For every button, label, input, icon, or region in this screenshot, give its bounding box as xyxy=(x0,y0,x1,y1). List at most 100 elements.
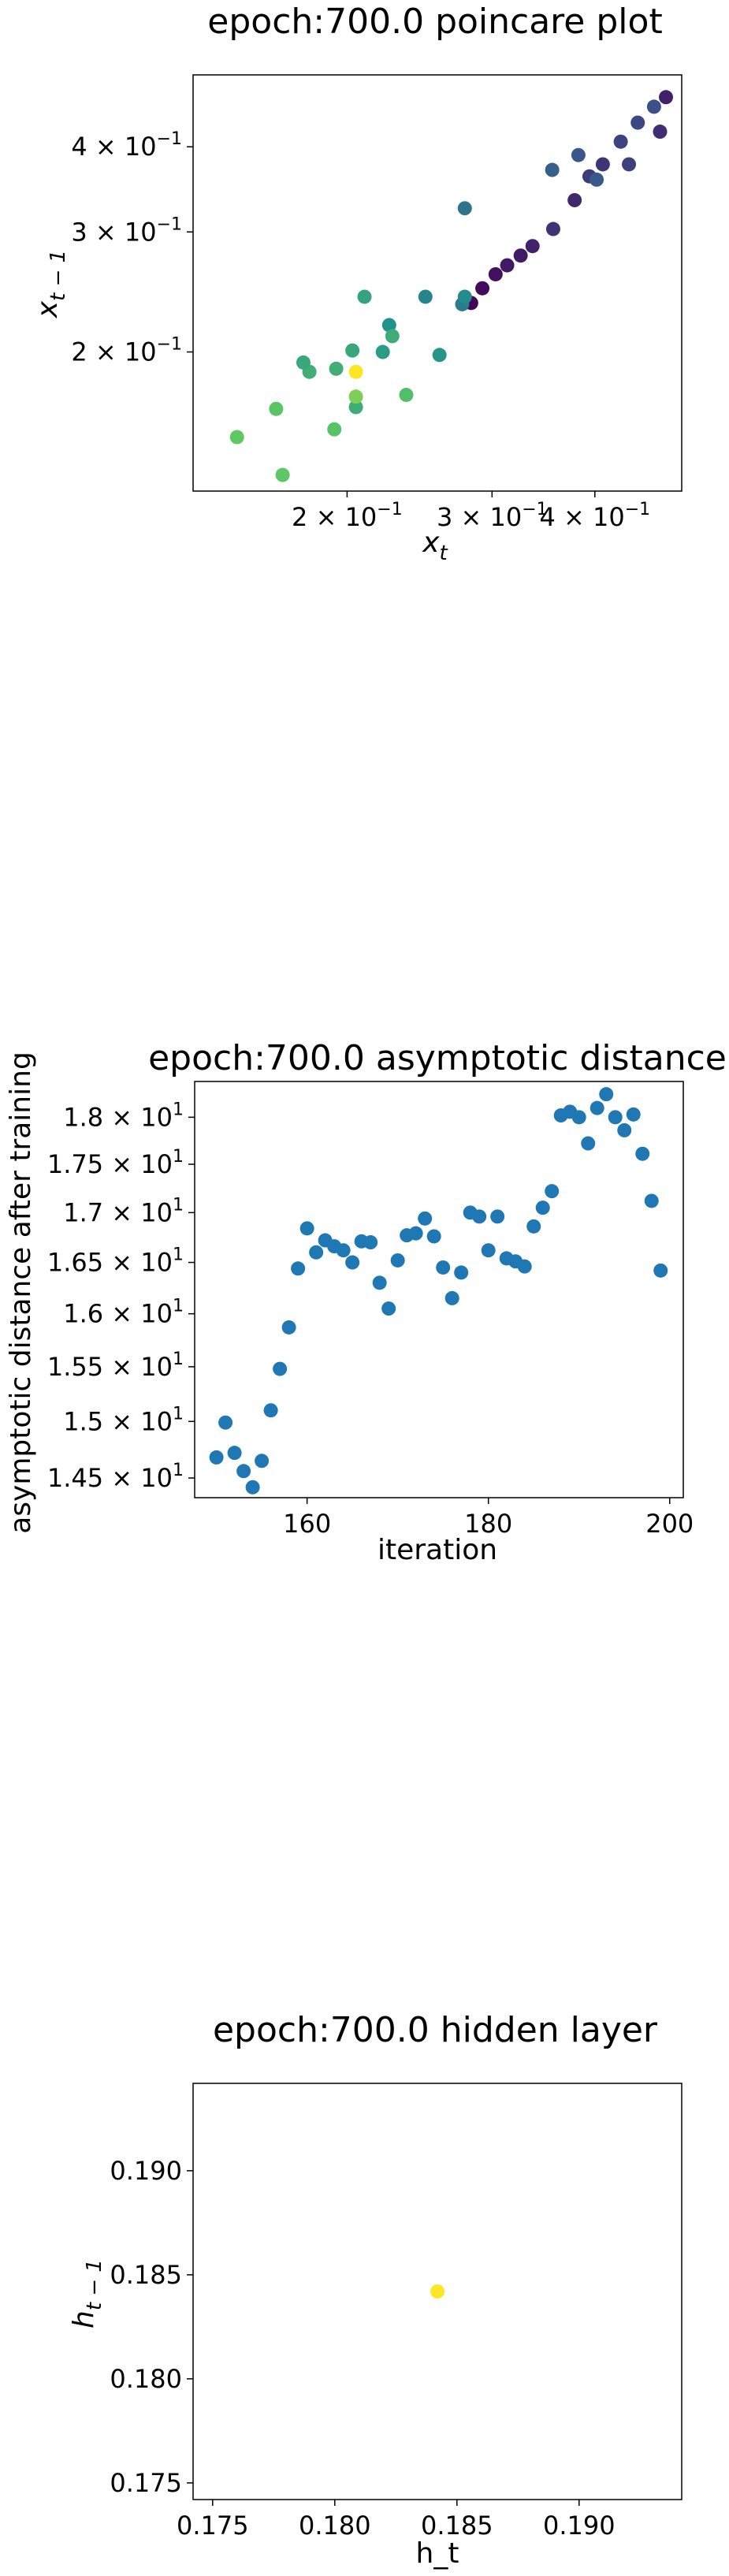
data-point xyxy=(630,115,645,130)
x-tick-label: 2 × 10−1 xyxy=(292,500,403,532)
data-point xyxy=(526,1219,541,1234)
y-tick-label: 1.7 × 101 xyxy=(63,1195,184,1227)
data-point xyxy=(644,1193,659,1208)
x-tick-label: 160 xyxy=(283,1509,331,1539)
y-axis-label: asymptotic distance after training xyxy=(5,1052,37,1534)
data-point xyxy=(385,329,400,344)
y-tick-label: 0.175 xyxy=(110,2468,182,2498)
data-point xyxy=(275,467,290,482)
axes-frame xyxy=(192,74,683,492)
y-tick-label: 1.8 × 101 xyxy=(63,1100,184,1132)
y-axis-ticks: 2 × 10−1 3 × 10−1 4 × 10−1 xyxy=(71,129,193,367)
chart-title: epoch:700.0 asymptotic distance xyxy=(148,1038,727,1078)
data-point xyxy=(454,1265,469,1280)
data-point xyxy=(475,281,490,296)
data-point xyxy=(430,2284,444,2299)
data-point xyxy=(296,355,311,370)
y-tick-label: 0.190 xyxy=(110,2156,182,2186)
data-point xyxy=(336,1243,351,1258)
data-point xyxy=(218,1415,233,1430)
data-point xyxy=(269,401,284,416)
y-tick-label: 0.185 xyxy=(110,2260,182,2290)
data-point xyxy=(590,1100,604,1115)
y-tick-label: 4 × 10−1 xyxy=(71,129,182,162)
data-point xyxy=(390,1253,405,1268)
data-point xyxy=(263,1403,278,1418)
axes-frame xyxy=(192,2083,683,2500)
axes-frame xyxy=(194,1081,684,1498)
x-tick-label: 0.185 xyxy=(421,2511,493,2541)
x-tick-label: 0.180 xyxy=(299,2511,371,2541)
data-point xyxy=(345,343,360,358)
x-tick-label: 0.175 xyxy=(177,2511,249,2541)
asymptotic-distance-chart: epoch:700.0 asymptotic distance 160 180 20… xyxy=(5,1038,727,1566)
data-point xyxy=(426,1229,441,1244)
y-tick-label: 1.5 × 101 xyxy=(63,1404,184,1436)
x-axis-ticks: 0.175 0.180 0.185 0.190 xyxy=(177,2500,616,2541)
data-point xyxy=(571,147,586,162)
poincare-plot-chart: epoch:700.0 poincare plot 2 × 10−1 3 × 10… xyxy=(32,2,683,565)
data-point xyxy=(236,1464,251,1479)
data-point xyxy=(535,1201,550,1215)
data-point xyxy=(622,157,637,172)
x-tick-label: 3 × 10−1 xyxy=(437,500,548,532)
data-points xyxy=(430,2284,444,2299)
data-point xyxy=(418,1211,433,1226)
hidden-layer-chart: epoch:700.0 hidden layer 0.175 0.180 0.185… xyxy=(68,2010,683,2570)
data-point xyxy=(418,289,433,304)
data-point xyxy=(658,90,673,105)
data-point xyxy=(348,389,363,404)
data-point xyxy=(399,387,414,402)
data-point xyxy=(617,1122,632,1137)
data-point xyxy=(363,1235,378,1250)
x-axis-ticks: 2 × 10−1 3 × 10−14 × 10−1 xyxy=(292,491,650,532)
y-axis-label: ht − 1 xyxy=(68,2259,106,2328)
data-point xyxy=(309,1245,324,1260)
y-axis-label: xt − 1 xyxy=(32,250,70,318)
x-tick-label: 180 xyxy=(464,1509,512,1539)
x-axis-label: h_t xyxy=(416,2537,459,2570)
data-point xyxy=(381,318,396,333)
data-point xyxy=(595,157,610,172)
data-point xyxy=(653,125,668,140)
data-point xyxy=(472,1209,487,1224)
data-point xyxy=(517,1259,532,1274)
data-point xyxy=(357,289,372,304)
data-point xyxy=(245,1480,260,1495)
data-points xyxy=(209,1087,668,1495)
x-tick-label: 200 xyxy=(645,1509,694,1539)
data-point xyxy=(653,1263,668,1278)
data-point xyxy=(299,1221,314,1236)
data-points xyxy=(229,90,673,482)
data-point xyxy=(444,1290,459,1305)
data-point xyxy=(436,1260,451,1275)
y-tick-label: 1.65 × 101 xyxy=(47,1245,184,1278)
data-point xyxy=(348,400,363,415)
data-point xyxy=(457,201,472,216)
data-point xyxy=(525,239,540,254)
data-point xyxy=(291,1261,306,1276)
data-point xyxy=(432,348,447,363)
data-point xyxy=(488,266,503,281)
data-point xyxy=(327,422,342,437)
y-tick-label: 1.6 × 101 xyxy=(63,1297,184,1329)
y-tick-label: 1.55 × 101 xyxy=(47,1349,184,1382)
y-tick-label: 1.75 × 101 xyxy=(47,1147,184,1179)
data-point xyxy=(646,99,661,114)
data-point xyxy=(457,289,472,304)
data-point xyxy=(490,1209,505,1224)
y-tick-label: 2 × 10−1 xyxy=(71,335,182,367)
data-point xyxy=(613,134,628,149)
data-point xyxy=(227,1446,242,1461)
x-axis-label: xt xyxy=(422,527,448,565)
data-point xyxy=(255,1454,270,1469)
data-point xyxy=(481,1243,496,1258)
data-point xyxy=(626,1107,641,1122)
data-point xyxy=(381,1301,396,1316)
data-point xyxy=(545,1184,560,1199)
y-tick-label: 3 × 10−1 xyxy=(71,214,182,247)
data-point xyxy=(599,1087,614,1102)
y-axis-ticks: 0.175 0.180 0.185 0.190 xyxy=(110,2156,193,2498)
x-axis-ticks: 160 180 200 xyxy=(283,1498,694,1539)
